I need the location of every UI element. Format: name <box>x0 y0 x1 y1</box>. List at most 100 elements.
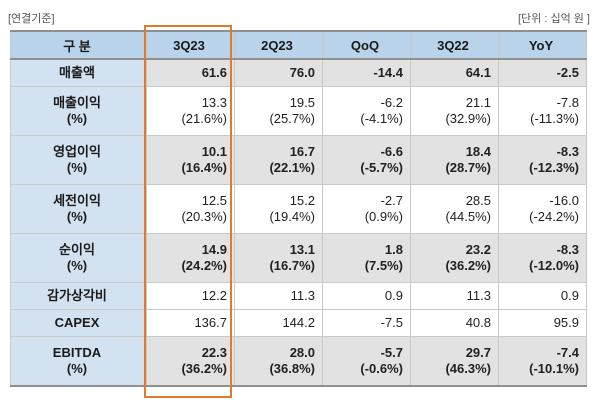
cell-2q23: 13.1 (16.7%) <box>234 233 323 283</box>
cell-value: 12.2 <box>201 288 227 303</box>
cell-percent: (16.7%) <box>269 258 315 273</box>
cell-percent: (46.3%) <box>445 361 491 376</box>
header-row: 구 분 3Q23 2Q23 QoQ 3Q22 YoY <box>10 30 587 60</box>
cell-value: 76.0 <box>289 65 315 80</box>
cell-3q23: 61.6 <box>146 58 235 87</box>
cell-percent: (22.1%) <box>269 160 315 175</box>
row-label: CAPEX <box>10 309 147 337</box>
cell-percent: (-10.1%) <box>529 361 579 376</box>
cell-3q22: 11.3 <box>410 282 499 310</box>
cell-yoy: -7.8 (-11.3%) <box>498 86 587 136</box>
row-label-text: CAPEX <box>54 315 100 330</box>
table-row: 영업이익 (%) 10.1 (16.4%) 16.7 (22.1%) -6.6 (-5.… <box>10 135 587 185</box>
cell-value: 1.8 <box>384 242 403 257</box>
cell-percent: (7.5%) <box>364 258 403 273</box>
cell-qoq: -6.2 (-4.1%) <box>322 86 411 136</box>
row-label-text: 매출이익 <box>53 95 101 110</box>
table-row: 감가상각비 12.2 11.3 0.9 11.3 0.9 <box>10 282 587 310</box>
cell-percent: (16.4%) <box>181 160 227 175</box>
cell-3q23: 22.3 (36.2%) <box>146 336 235 387</box>
header-3q23: 3Q23 <box>146 30 235 60</box>
cell-yoy: -16.0 (-24.2%) <box>498 184 587 234</box>
cell-percent: (24.2%) <box>181 258 227 273</box>
cell-3q22: 18.4 (28.7%) <box>410 135 499 185</box>
table-row: CAPEX 136.7 144.2 -7.5 40.8 95.9 <box>10 309 587 337</box>
cell-2q23: 11.3 <box>234 282 323 310</box>
cell-2q23: 28.0 (36.8%) <box>234 336 323 387</box>
cell-percent: (-24.2%) <box>529 209 579 224</box>
row-label-text: 세전이익 <box>53 193 101 208</box>
row-label-text: EBITDA <box>52 345 102 360</box>
row-label-text: 매출액 <box>59 65 95 80</box>
cell-percent: (20.3%) <box>181 209 227 224</box>
cell-3q23: 12.5 (20.3%) <box>146 184 235 234</box>
cell-percent: (-12.0%) <box>529 258 579 273</box>
cell-value: -2.5 <box>556 65 579 80</box>
table-row: 세전이익 (%) 12.5 (20.3%) 15.2 (19.4%) -2.7 (0.9… <box>10 184 587 234</box>
row-label-text: 영업이익 <box>53 144 101 159</box>
cell-qoq: 0.9 <box>322 282 411 310</box>
cell-value: 11.3 <box>290 288 315 303</box>
cell-3q22: 21.1 (32.9%) <box>410 86 499 136</box>
cell-value: 0.9 <box>384 288 403 303</box>
cell-percent: (-11.3%) <box>530 111 579 126</box>
header-category: 구 분 <box>10 30 147 60</box>
basis-note: [연결기준] <box>8 13 55 25</box>
cell-percent: (-5.7%) <box>360 160 403 175</box>
financial-table: 구 분 3Q23 2Q23 QoQ 3Q22 YoY 매출액 61.6 76.0… <box>10 30 587 387</box>
cell-value: -7.5 <box>380 315 403 330</box>
cell-percent: (19.4%) <box>269 209 315 224</box>
cell-3q22: 28.5 (44.5%) <box>410 184 499 234</box>
cell-value: -8.3 <box>556 144 579 159</box>
header-2q23: 2Q23 <box>234 30 323 60</box>
cell-3q22: 64.1 <box>410 58 499 87</box>
cell-value: 144.2 <box>282 315 315 330</box>
cell-value: 64.1 <box>465 65 491 80</box>
unit-note: [단위 : 십억 원 ] <box>518 13 590 25</box>
cell-percent: (-0.6%) <box>360 361 403 376</box>
cell-3q22: 40.8 <box>410 309 499 337</box>
row-label-unit: (%) <box>66 160 88 175</box>
cell-value: 22.3 <box>201 345 227 360</box>
header-yoy: YoY <box>498 30 587 60</box>
cell-value: -7.8 <box>556 95 579 110</box>
cell-yoy: 95.9 <box>498 309 587 337</box>
cell-percent: (25.7%) <box>269 111 315 126</box>
header-qoq: QoQ <box>322 30 411 60</box>
cell-yoy: 0.9 <box>498 282 587 310</box>
cell-yoy: -8.3 (-12.0%) <box>498 233 587 283</box>
cell-percent: (44.5%) <box>445 209 491 224</box>
cell-value: 0.9 <box>560 288 579 303</box>
cell-2q23: 19.5 (25.7%) <box>234 86 323 136</box>
cell-2q23: 16.7 (22.1%) <box>234 135 323 185</box>
cell-value: 28.5 <box>465 193 491 208</box>
row-label-unit: (%) <box>66 209 88 224</box>
cell-value: 16.7 <box>289 144 315 159</box>
cell-value: 11.3 <box>466 288 491 303</box>
row-label: 세전이익 (%) <box>10 184 147 234</box>
cell-value: -5.7 <box>380 345 403 360</box>
cell-value: 40.8 <box>465 315 491 330</box>
cell-percent: (36.2%) <box>445 258 491 273</box>
row-label: EBITDA (%) <box>10 336 147 387</box>
cell-3q23: 12.2 <box>146 282 235 310</box>
cell-yoy: -7.4 (-10.1%) <box>498 336 587 387</box>
cell-value: -16.0 <box>549 193 579 208</box>
row-label-text: 감가상각비 <box>47 288 107 303</box>
cell-qoq: -7.5 <box>322 309 411 337</box>
cell-value: -8.3 <box>556 242 579 257</box>
cell-value: 29.7 <box>465 345 491 360</box>
cell-3q22: 23.2 (36.2%) <box>410 233 499 283</box>
cell-3q22: 29.7 (46.3%) <box>410 336 499 387</box>
table-row: 매출이익 (%) 13.3 (21.6%) 19.5 (25.7%) -6.2 (-4.… <box>10 86 587 136</box>
cell-yoy: -2.5 <box>498 58 587 87</box>
cell-percent: (-12.3%) <box>529 160 579 175</box>
cell-qoq: -2.7 (0.9%) <box>322 184 411 234</box>
row-label-unit: (%) <box>66 258 88 273</box>
cell-percent: (28.7%) <box>445 160 491 175</box>
row-label: 순이익 (%) <box>10 233 147 283</box>
cell-percent: (21.6%) <box>181 111 227 126</box>
cell-value: -6.2 <box>380 95 403 110</box>
cell-value: -2.7 <box>380 193 403 208</box>
